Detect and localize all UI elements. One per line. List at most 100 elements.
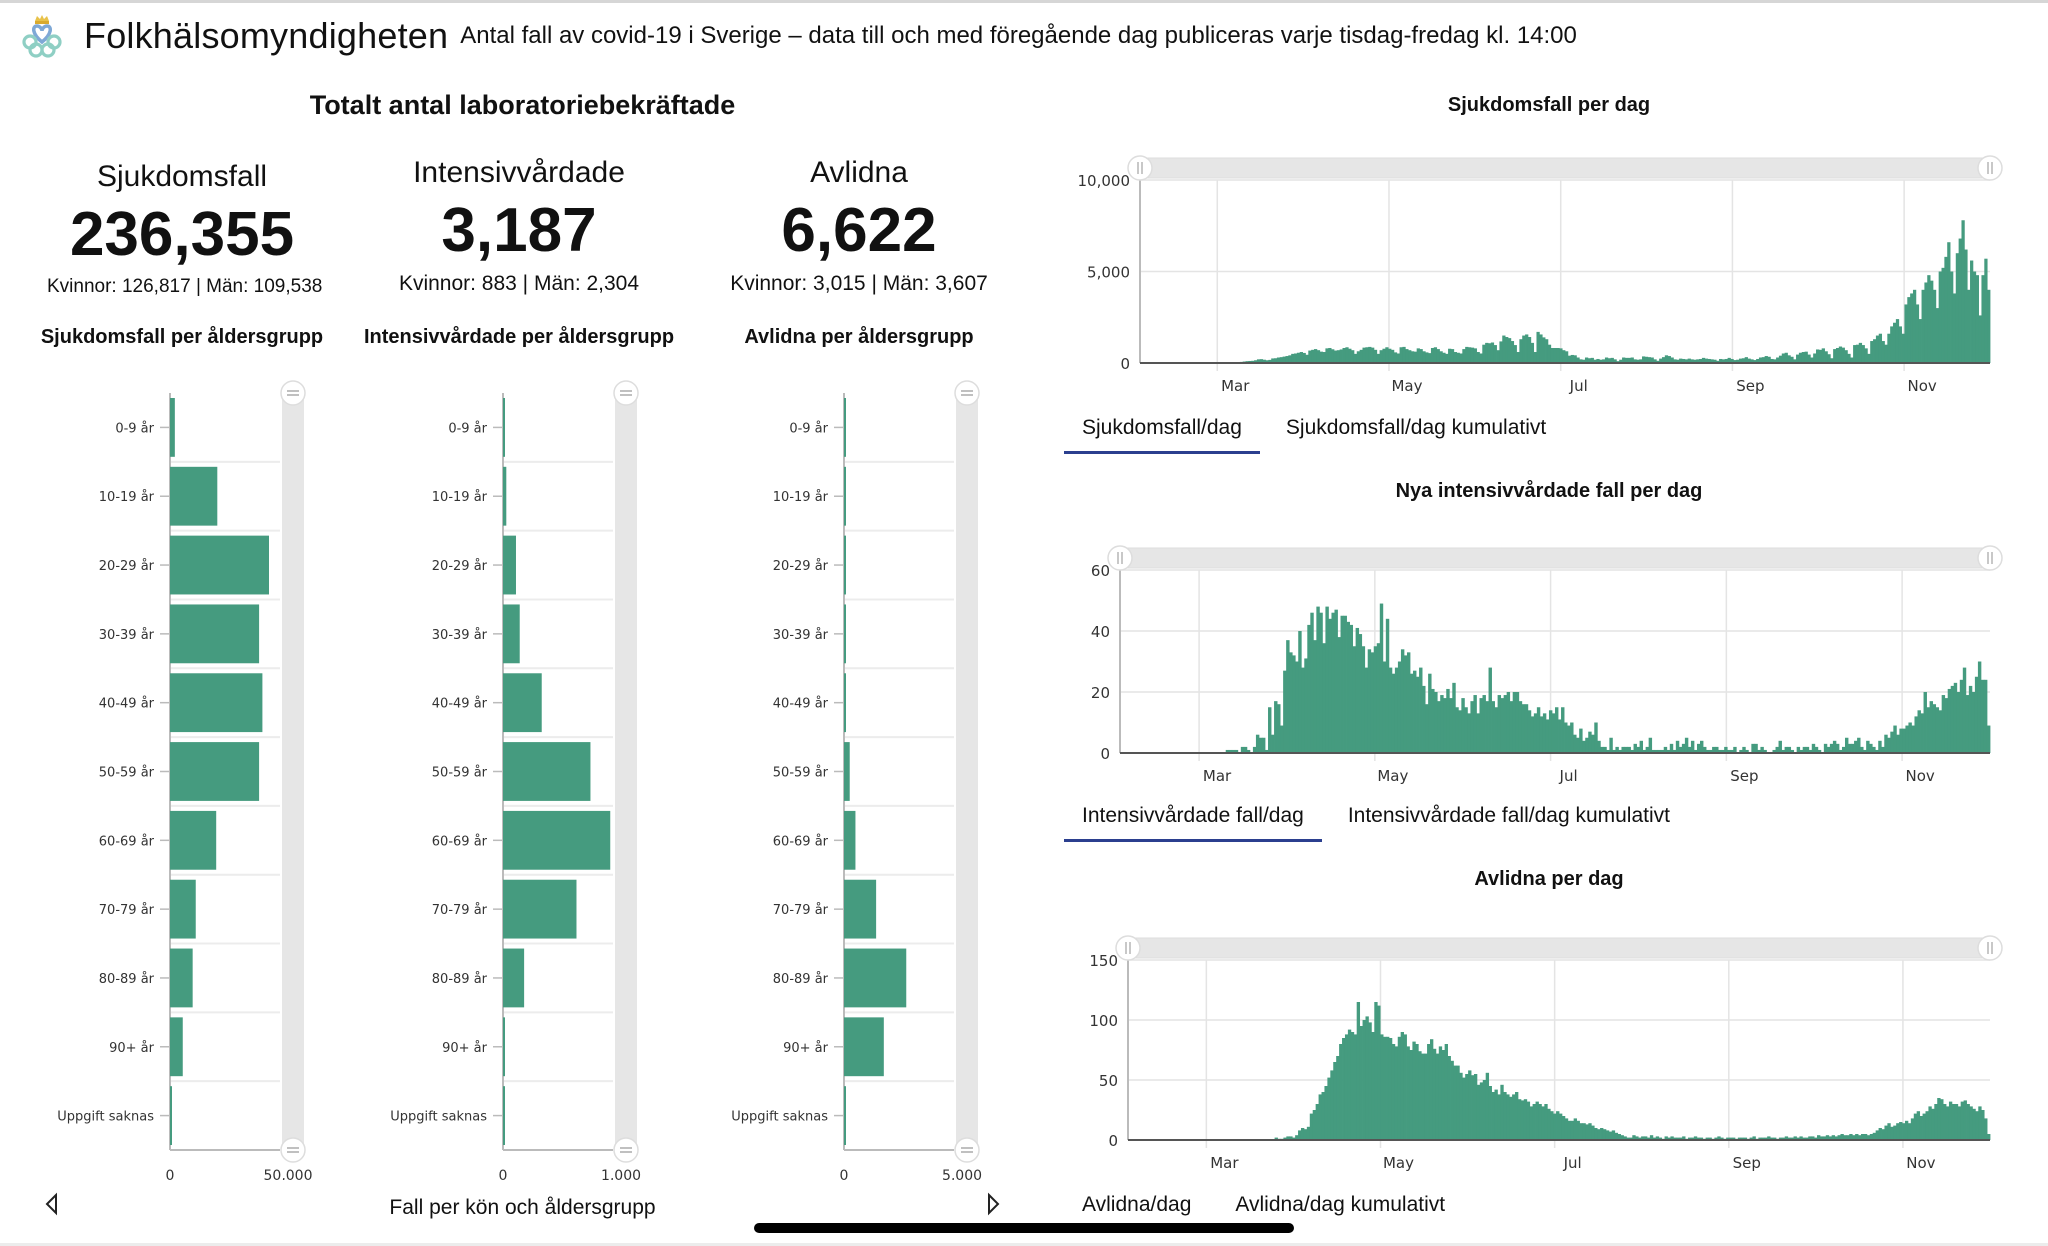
age-category-label: 60-69 år (432, 834, 488, 849)
kpi-card-sjukdomsfall: Sjukdomsfall 236,355 Kvinnor: 126,817 | … (12, 160, 352, 298)
daily-bar (1453, 352, 1458, 363)
age-category-label: 70-79 år (99, 903, 155, 918)
daily-bar (1919, 1116, 1923, 1140)
daily-bar (1432, 1048, 1437, 1140)
daily-bar (1482, 1080, 1487, 1140)
daily-bar (1693, 749, 1698, 753)
range-handle-end[interactable] (1977, 155, 2003, 181)
daily-bar (1559, 1113, 1563, 1140)
daily-bar (1588, 1123, 1592, 1140)
daily-bar (1773, 359, 1777, 363)
folkhalsomyndigheten-logo-icon (22, 15, 62, 58)
daily-bar (1644, 1136, 1648, 1140)
scroll-handle-top[interactable] (613, 380, 639, 406)
daily-bar (1348, 348, 1352, 363)
daily-bar (1311, 349, 1315, 363)
daily-bar (1370, 652, 1375, 753)
next-page-button[interactable] (985, 1192, 1001, 1222)
daily-bar (1743, 1137, 1748, 1140)
previous-page-button[interactable] (44, 1192, 60, 1222)
daily-bar (1600, 1128, 1604, 1140)
daily-bar (1394, 1046, 1399, 1140)
daily-bar (1784, 746, 1789, 753)
daily-bar (1673, 359, 1677, 363)
daily-bar (1636, 359, 1640, 363)
daily-bar (1519, 339, 1523, 363)
tab-sjukdomsfall-kumulativt[interactable]: Sjukdomsfall/dag kumulativt (1285, 416, 1547, 439)
daily-bar (1305, 354, 1309, 363)
scroll-handle-top[interactable] (954, 380, 980, 406)
daily-bar (1458, 710, 1462, 753)
daily-bar (1926, 707, 1930, 753)
daily-bar (1699, 358, 1703, 363)
y-tick-label: 40 (1091, 623, 1110, 641)
handle-circle (1107, 545, 1133, 571)
daily-bar (1301, 667, 1305, 753)
daily-bar (1476, 352, 1480, 363)
daily-bar (1310, 612, 1314, 753)
tab-sjukdomsfall-dag[interactable]: Sjukdomsfall/dag (1064, 416, 1260, 454)
scroll-handle-top[interactable] (280, 380, 306, 406)
scroll-handle-bottom[interactable] (613, 1137, 639, 1163)
daily-bar (1661, 357, 1666, 363)
daily-bar (1539, 716, 1544, 753)
tab-avlidna-kumulativt[interactable]: Avlidna/dag kumulativt (1235, 1193, 1446, 1216)
range-handle-start[interactable] (1115, 935, 1141, 961)
age-category-label: 0-9 år (789, 421, 828, 436)
daily-bar (1816, 349, 1820, 363)
daily-bar (1690, 359, 1694, 363)
daily-bar (1664, 1136, 1668, 1140)
daily-bar (1349, 624, 1354, 753)
daily-bar (1959, 679, 1964, 753)
range-handle-end[interactable] (1977, 545, 2003, 571)
range-handle-end[interactable] (1977, 935, 2003, 961)
daily-bar (1399, 347, 1403, 363)
daily-bar (1887, 1123, 1891, 1140)
daily-bar (1376, 643, 1381, 753)
tabs-avlidna: Avlidna/dag Avlidna/dag kumulativt (1064, 1193, 1463, 1227)
daily-bar (1928, 1106, 1932, 1140)
age-category-label: 90+ år (109, 1041, 155, 1056)
daily-bar (1887, 737, 1891, 753)
daily-bar (1826, 746, 1831, 753)
daily-bar (1855, 344, 1860, 363)
age-bar (170, 1017, 183, 1077)
scroll-handle-bottom[interactable] (954, 1137, 980, 1163)
daily-bar (1440, 695, 1444, 753)
daily-bar (1896, 734, 1900, 753)
daily-bar (1884, 1125, 1888, 1140)
top-border (0, 0, 2048, 3)
daily-bar (1778, 740, 1782, 753)
daily-bar (1597, 740, 1601, 753)
scrollbar-track (956, 393, 978, 1150)
tab-intensivvardade-dag[interactable]: Intensivvårdade fall/dag (1064, 804, 1322, 842)
daily-bar (1667, 356, 1671, 363)
daily-bar (1707, 358, 1711, 363)
daily-bar (1863, 1134, 1868, 1140)
daily-bar (1705, 1137, 1709, 1140)
scroll-handle-bottom[interactable] (280, 1137, 306, 1163)
daily-bar (1849, 1134, 1853, 1140)
daily-bar (1561, 1116, 1566, 1140)
tab-avlidna-dag[interactable]: Avlidna/dag (1082, 1193, 1192, 1216)
daily-bar (1570, 722, 1574, 753)
daily-bar (1921, 289, 1925, 363)
daily-bar (1796, 354, 1800, 363)
daily-bar (1907, 297, 1911, 363)
age-bar (844, 742, 850, 801)
daily-bar (1854, 740, 1858, 753)
home-indicator[interactable] (754, 1223, 1294, 1233)
daily-bar (1496, 350, 1500, 363)
daily-bar (1542, 713, 1547, 753)
range-handle-start[interactable] (1107, 545, 1133, 571)
tab-intensivvardade-kumulativt[interactable]: Intensivvårdade fall/dag kumulativt (1347, 804, 1670, 827)
daily-bar (1813, 353, 1817, 363)
daily-bar (1716, 360, 1720, 363)
age-bar (503, 879, 577, 939)
range-handle-start[interactable] (1127, 155, 1153, 181)
daily-bar (1456, 1065, 1460, 1140)
daily-bar (1359, 349, 1363, 363)
age-category-label: 50-59 år (99, 766, 155, 781)
daily-bar (1403, 655, 1408, 753)
daily-bar (1470, 701, 1474, 753)
